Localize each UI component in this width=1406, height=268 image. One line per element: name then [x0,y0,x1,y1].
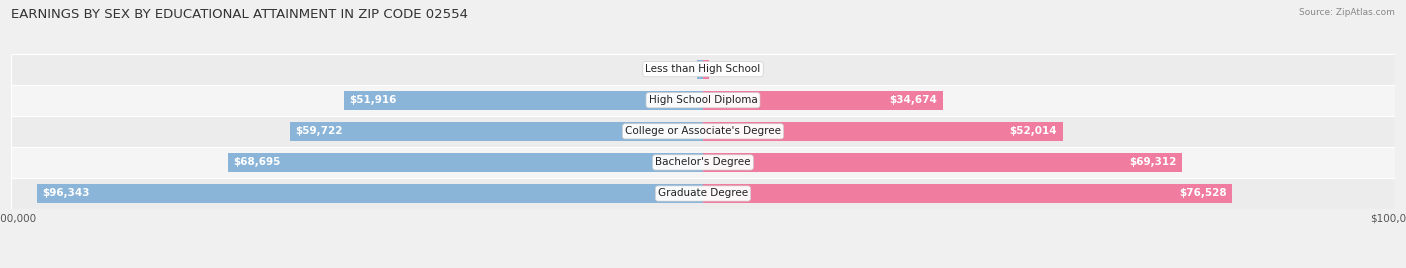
Text: $59,722: $59,722 [295,126,343,136]
Bar [703,153,1182,172]
Bar [697,59,703,79]
Text: Bachelor's Degree: Bachelor's Degree [655,157,751,168]
Bar [37,184,703,203]
Text: $0: $0 [706,64,720,74]
Bar [11,116,1395,147]
Text: College or Associate's Degree: College or Associate's Degree [626,126,780,136]
Bar [344,91,703,110]
Text: $34,674: $34,674 [890,95,938,105]
Text: High School Diploma: High School Diploma [648,95,758,105]
Text: Source: ZipAtlas.com: Source: ZipAtlas.com [1299,8,1395,17]
Bar [11,54,1395,85]
Bar [703,122,1063,141]
Bar [703,184,1233,203]
Text: $0: $0 [686,64,700,74]
Text: Less than High School: Less than High School [645,64,761,74]
Bar [228,153,703,172]
Text: $69,312: $69,312 [1129,157,1177,168]
Bar [703,91,943,110]
Bar [703,59,709,79]
Bar [290,122,703,141]
Text: $96,343: $96,343 [42,188,90,199]
Bar [11,147,1395,178]
Bar [11,178,1395,209]
Text: Graduate Degree: Graduate Degree [658,188,748,199]
Bar [11,85,1395,116]
Text: $76,528: $76,528 [1180,188,1227,199]
Text: $68,695: $68,695 [233,157,281,168]
Text: $52,014: $52,014 [1010,126,1057,136]
Text: $51,916: $51,916 [350,95,396,105]
Text: EARNINGS BY SEX BY EDUCATIONAL ATTAINMENT IN ZIP CODE 02554: EARNINGS BY SEX BY EDUCATIONAL ATTAINMEN… [11,8,468,21]
